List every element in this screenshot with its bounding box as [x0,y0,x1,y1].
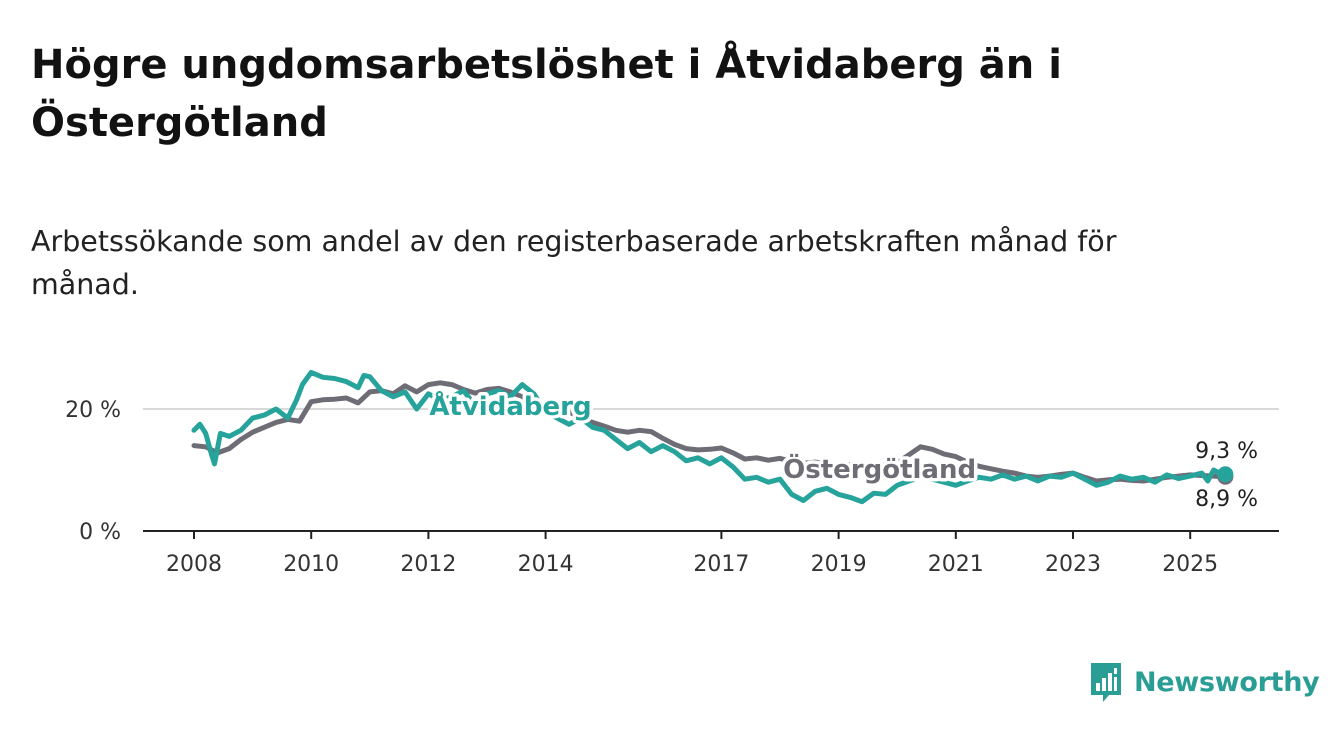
line-chart: 0 % 20 % 2008 2010 2012 2014 2017 2019 2021 2023 2… [65,369,1279,577]
x-tick-label: 2017 [693,552,749,577]
series-name-label: Östergötland [783,452,976,485]
x-tick-label: 2023 [1045,552,1101,577]
x-tick-label: 2008 [166,552,222,577]
label-layer: Östergötland Åtvidaberg 8,9 % 9,3 % [426,387,1261,515]
x-tick-label: 2021 [928,552,984,577]
y-tick-label: 20 % [65,398,121,423]
series-name-label: Åtvidaberg [429,390,591,422]
chart-title: Högre ungdomsarbetslöshet i Åtvidaberg ä… [31,42,1062,146]
x-tick-label: 2019 [811,552,867,577]
series-end-value-label: 8,9 % [1195,487,1258,512]
chart-subtitle: Arbetssökande som andel av den registerb… [31,225,1117,301]
y-tick-label: 0 % [79,520,121,545]
x-tick-label: 2012 [400,552,456,577]
x-tick-label: 2010 [283,552,339,577]
axis-layer: 0 % 20 % 2008 2010 2012 2014 2017 2019 2021 2023 2… [65,398,1279,577]
newsworthy-logo[interactable]: Newsworthy [1088,660,1320,704]
x-tick-label: 2014 [518,552,574,577]
series-layer [191,369,1234,505]
series-line-atvidaberg [191,369,1228,505]
series-end-dot [1217,466,1234,483]
x-tick-label: 2025 [1162,552,1218,577]
bar-chart-icon [1091,663,1121,702]
brand-name: Newsworthy [1134,666,1320,698]
series-end-value-label: 9,3 % [1195,439,1258,464]
